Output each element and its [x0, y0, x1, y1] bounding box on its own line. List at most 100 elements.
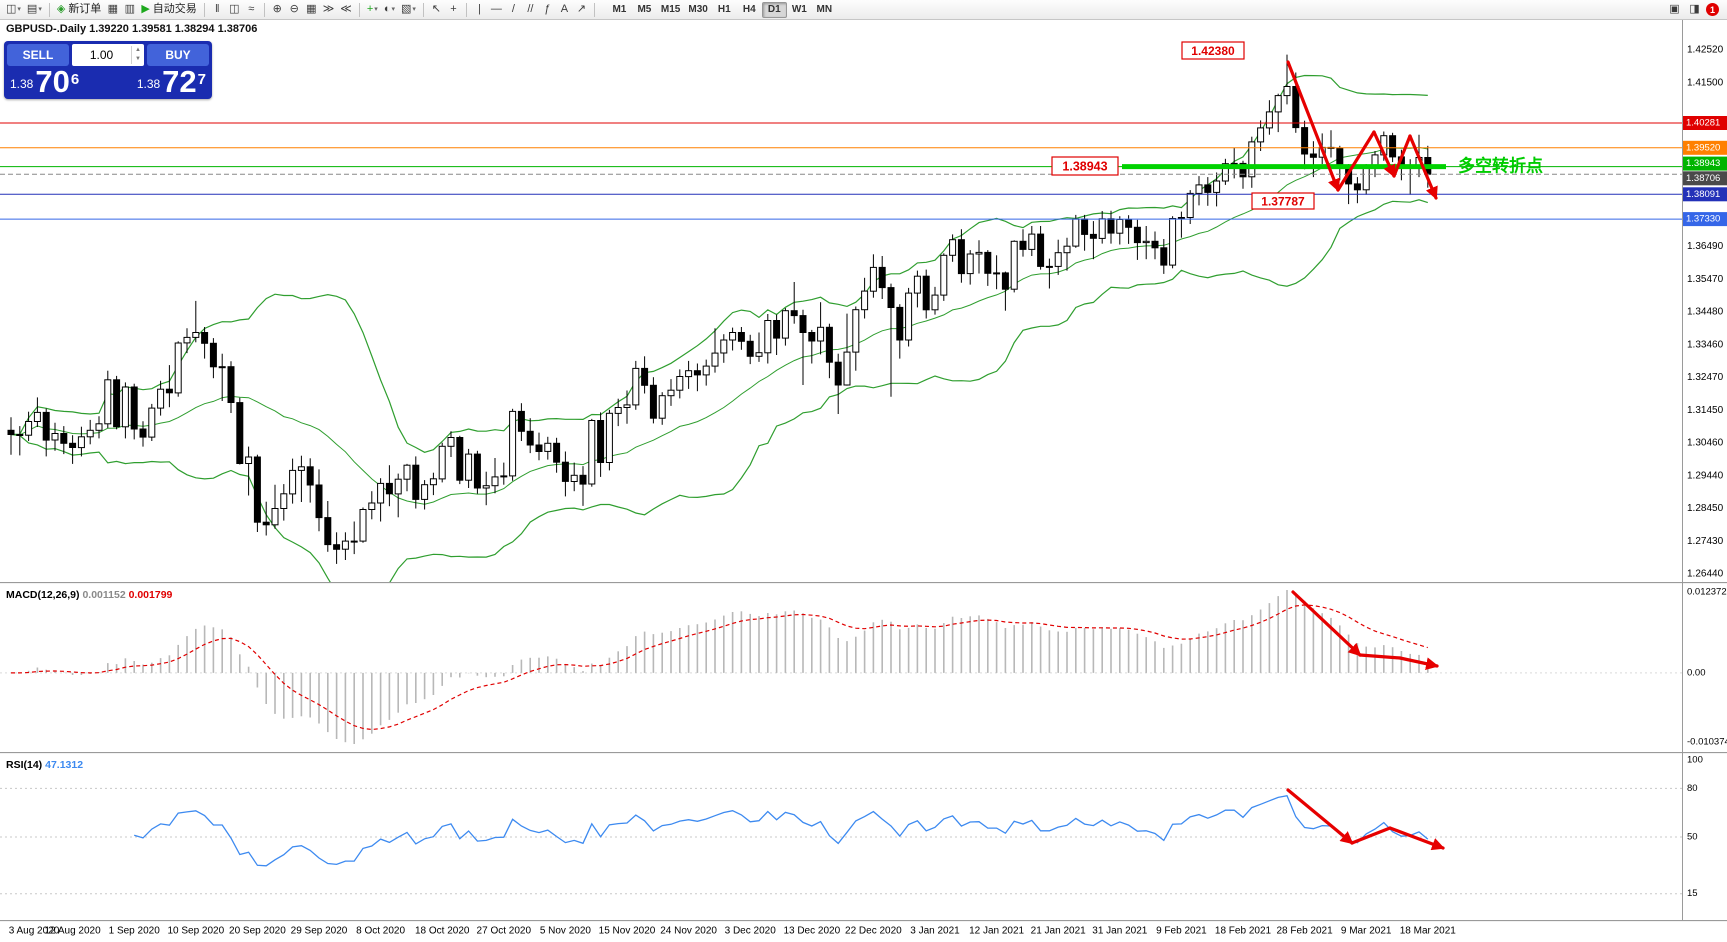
zoom-out-icon: ⊖ [289, 3, 299, 15]
svg-text:1.38943: 1.38943 [1062, 160, 1107, 174]
rsi-levels: 80 50 15 100 [0, 755, 1703, 899]
macd-scale[interactable]: 0.012372 0.00 -0.010374 [1687, 587, 1727, 748]
trend-arrows[interactable] [1286, 60, 1445, 851]
svg-text:1.32470: 1.32470 [1687, 372, 1724, 383]
chevron-down-icon: ▾ [412, 6, 416, 13]
svg-text:0.00: 0.00 [1687, 667, 1706, 678]
timeframe-d1-button[interactable]: D1 [761, 1, 787, 18]
svg-text:22 Dec 2020: 22 Dec 2020 [845, 926, 902, 937]
bar-chart-type-button[interactable]: ‖ [209, 1, 226, 18]
toolbar-separator [422, 2, 424, 17]
charts-grid-button[interactable]: ▦ [104, 1, 121, 18]
templates-icon: ▧ [400, 3, 412, 15]
ask-price: 1.38 72 7 [137, 66, 206, 97]
chart-profiles-button[interactable]: ▤ ▾ [24, 1, 45, 18]
timeframe-h1-button[interactable]: H1 [712, 2, 737, 18]
templates-button[interactable]: ▧ ▾ [398, 1, 419, 18]
price-axis[interactable]: 1.42520 1.41500 1.36490 1.35470 1.34480 1.334… [1687, 45, 1724, 580]
horizontal-line-tool-button[interactable]: — [488, 1, 505, 18]
channel-tool-button[interactable]: // [522, 1, 539, 18]
timeframe-m5-button[interactable]: M5 [632, 2, 657, 18]
svg-text:13 Dec 2020: 13 Dec 2020 [783, 926, 840, 937]
new-order-button[interactable]: ◈ 新订单 [54, 1, 104, 18]
zoom-in-icon: ⊕ [272, 3, 282, 15]
svg-text:1.31450: 1.31450 [1687, 405, 1724, 416]
svg-text:1 Sep 2020: 1 Sep 2020 [109, 926, 161, 937]
periods-button[interactable]: ◐ ▾ [381, 1, 398, 18]
volume-stepper[interactable]: 1.00 ▲ ▼ [72, 44, 144, 66]
indicators-icon: + [366, 3, 374, 15]
svg-text:1.42520: 1.42520 [1687, 45, 1724, 56]
text-tool-button[interactable]: A [556, 1, 573, 18]
new-chart-button[interactable]: ◫ ▾ [3, 1, 24, 18]
auto-trading-icon: ▶ [141, 3, 150, 15]
svg-text:50: 50 [1687, 832, 1698, 843]
alerts-button[interactable]: ▣ [1666, 1, 1683, 18]
svg-text:1.36490: 1.36490 [1687, 241, 1724, 252]
timeframe-m1-button[interactable]: M1 [607, 2, 632, 18]
toolbar-separator [48, 2, 50, 17]
chart-shift-button[interactable]: ≪ [337, 1, 355, 18]
svg-text:3 Jan 2021: 3 Jan 2021 [910, 926, 960, 937]
timeframe-m30-button[interactable]: M30 [684, 2, 711, 18]
auto-scroll-button[interactable]: ≫ [320, 1, 338, 18]
notification-badge[interactable]: 1 [1706, 3, 1719, 16]
inbox-button[interactable]: ◨ [1686, 1, 1703, 18]
svg-text:1.38706: 1.38706 [1686, 173, 1720, 184]
svg-text:24 Nov 2020: 24 Nov 2020 [660, 926, 717, 937]
macd-label: MACD(12,26,9) 0.001152 0.001799 [6, 589, 173, 601]
chart-title: GBPUSD-.Daily 1.39220 1.39581 1.38294 1.… [6, 23, 258, 35]
vertical-line-tool-button[interactable]: | [471, 1, 488, 18]
svg-text:1.33460: 1.33460 [1687, 340, 1724, 351]
chart-profiles-icon: ▤ [26, 3, 38, 15]
svg-text:1.38091: 1.38091 [1686, 189, 1720, 200]
market-watch-icon: ▥ [124, 3, 136, 15]
line-chart-type-button[interactable]: ≈ [243, 1, 260, 18]
indicators-button[interactable]: + ▾ [364, 1, 381, 18]
timeframe-w1-button[interactable]: W1 [787, 2, 812, 18]
vertical-line-tool-icon: | [477, 3, 481, 15]
arrows-tool-icon: ↗ [576, 3, 587, 15]
svg-text:28 Feb 2021: 28 Feb 2021 [1277, 926, 1334, 937]
market-watch-button[interactable]: ▥ [121, 1, 138, 18]
svg-text:1.39520: 1.39520 [1686, 142, 1720, 153]
macd-histogram [18, 590, 1429, 744]
svg-text:-0.010374: -0.010374 [1687, 737, 1727, 748]
cursor-button[interactable]: ↖ [428, 1, 445, 18]
sell-button[interactable]: SELL [7, 44, 69, 66]
timeframe-mn-button[interactable]: MN [812, 2, 837, 18]
macd-signal-line [11, 604, 1428, 731]
candlestick-chart-type-button[interactable]: ◫ [226, 1, 243, 18]
volume-decrease-icon[interactable]: ▼ [135, 56, 141, 62]
tile-windows-icon: ▦ [306, 3, 317, 15]
tile-windows-button[interactable]: ▦ [303, 1, 320, 18]
auto-scroll-icon: ≫ [322, 3, 335, 15]
arrows-tool-button[interactable]: ↗ [573, 1, 590, 18]
bid-price: 1.38 70 6 [10, 66, 79, 97]
svg-text:1.34480: 1.34480 [1687, 307, 1724, 318]
volume-spinners: ▲ ▼ [131, 46, 144, 64]
svg-text:10 Sep 2020: 10 Sep 2020 [167, 926, 224, 937]
auto-trading-button[interactable]: ▶ 自动交易 [138, 1, 199, 18]
svg-text:18 Mar 2021: 18 Mar 2021 [1400, 926, 1457, 937]
timeframe-h4-button[interactable]: H4 [737, 2, 762, 18]
annotations[interactable]: 1.42380 1.38943 1.37787 多空转折点 [1051, 41, 1543, 210]
timeframe-m15-button[interactable]: M15 [657, 2, 684, 18]
svg-text:20 Sep 2020: 20 Sep 2020 [229, 926, 286, 937]
chevron-down-icon: ▾ [17, 6, 21, 13]
volume-increase-icon[interactable]: ▲ [135, 47, 141, 53]
svg-text:8 Oct 2020: 8 Oct 2020 [356, 926, 405, 937]
svg-text:29 Sep 2020: 29 Sep 2020 [291, 926, 348, 937]
zoom-out-button[interactable]: ⊖ [286, 1, 303, 18]
ask-pip-digit: 7 [197, 71, 206, 88]
svg-text:1.35470: 1.35470 [1687, 274, 1724, 285]
trendline-tool-button[interactable]: / [505, 1, 522, 18]
crosshair-button[interactable]: + [445, 1, 462, 18]
zoom-in-button[interactable]: ⊕ [269, 1, 286, 18]
fibonacci-tool-button[interactable]: ƒ [539, 1, 556, 18]
svg-text:31 Jan 2021: 31 Jan 2021 [1092, 926, 1147, 937]
line-chart-type-icon: ≈ [248, 3, 255, 15]
buy-button[interactable]: BUY [147, 44, 209, 66]
